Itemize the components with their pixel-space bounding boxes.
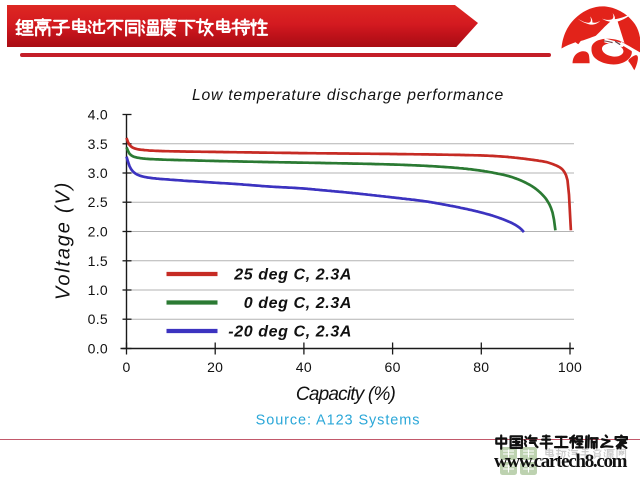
svg-text:-20 deg C, 2.3A: -20 deg C, 2.3A — [228, 324, 352, 341]
svg-text:0: 0 — [122, 359, 130, 375]
svg-text:0.5: 0.5 — [88, 311, 108, 327]
svg-text:80: 80 — [473, 359, 489, 375]
svg-text:3.5: 3.5 — [88, 136, 108, 152]
svg-text:60: 60 — [385, 359, 401, 375]
svg-text:1.5: 1.5 — [88, 253, 108, 269]
svg-text:3.0: 3.0 — [88, 165, 108, 181]
svg-text:Source: A123 Systems: Source: A123 Systems — [256, 413, 421, 429]
svg-text:25 deg C, 2.3A: 25 deg C, 2.3A — [233, 267, 352, 284]
svg-text:4.0: 4.0 — [88, 107, 108, 123]
svg-text:Capacity (%): Capacity (%) — [296, 384, 396, 405]
svg-text:0 deg C, 2.3A: 0 deg C, 2.3A — [244, 295, 352, 312]
svg-text:2.0: 2.0 — [88, 224, 108, 240]
svg-text:Voltage (V): Voltage (V) — [53, 181, 75, 300]
svg-text:100: 100 — [558, 359, 582, 375]
svg-text:20: 20 — [207, 359, 223, 375]
svg-text:0.0: 0.0 — [88, 341, 108, 357]
svg-text:Low temperature discharge perf: Low temperature discharge performance — [192, 87, 504, 104]
svg-text:1.0: 1.0 — [88, 282, 108, 298]
svg-text:40: 40 — [296, 359, 312, 375]
svg-text:2.5: 2.5 — [88, 194, 108, 210]
